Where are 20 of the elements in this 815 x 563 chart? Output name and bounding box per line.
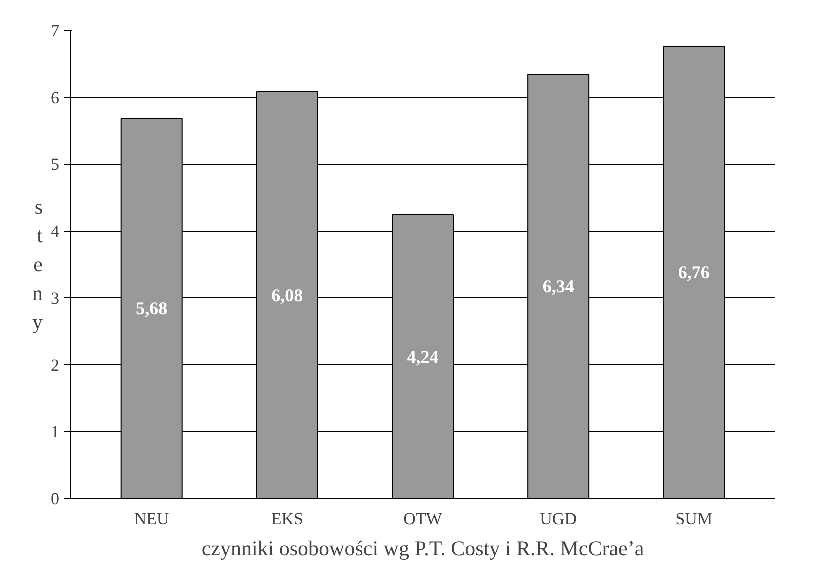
- data-label: 6,08: [272, 285, 304, 306]
- x-tick-label: UGD: [540, 510, 578, 528]
- y-tick-label: 1: [51, 422, 60, 442]
- x-tick-label: EKS: [271, 510, 304, 528]
- x-tick-label: OTW: [404, 510, 444, 528]
- y-tick-label: 4: [51, 222, 60, 242]
- data-label: 6,34: [542, 276, 574, 297]
- y-tick-label: 5: [51, 155, 60, 174]
- y-tick-label: 3: [51, 288, 60, 308]
- data-label: 4,24: [407, 346, 439, 367]
- data-label: 5,68: [136, 298, 168, 319]
- y-tick-label: 7: [51, 22, 60, 40]
- y-tick-label: 6: [51, 88, 60, 108]
- data-label: 6,76: [678, 262, 710, 283]
- x-tick-label: NEU: [134, 510, 170, 528]
- x-axis-title: czynniki osobowości wg P.T. Costy i R.R. McCrae’a: [202, 536, 645, 560]
- y-axis-title: steny: [32, 194, 44, 334]
- y-tick-label: 0: [51, 490, 60, 508]
- x-tick-label: SUM: [676, 510, 713, 528]
- y-tick-label: 2: [51, 356, 60, 375]
